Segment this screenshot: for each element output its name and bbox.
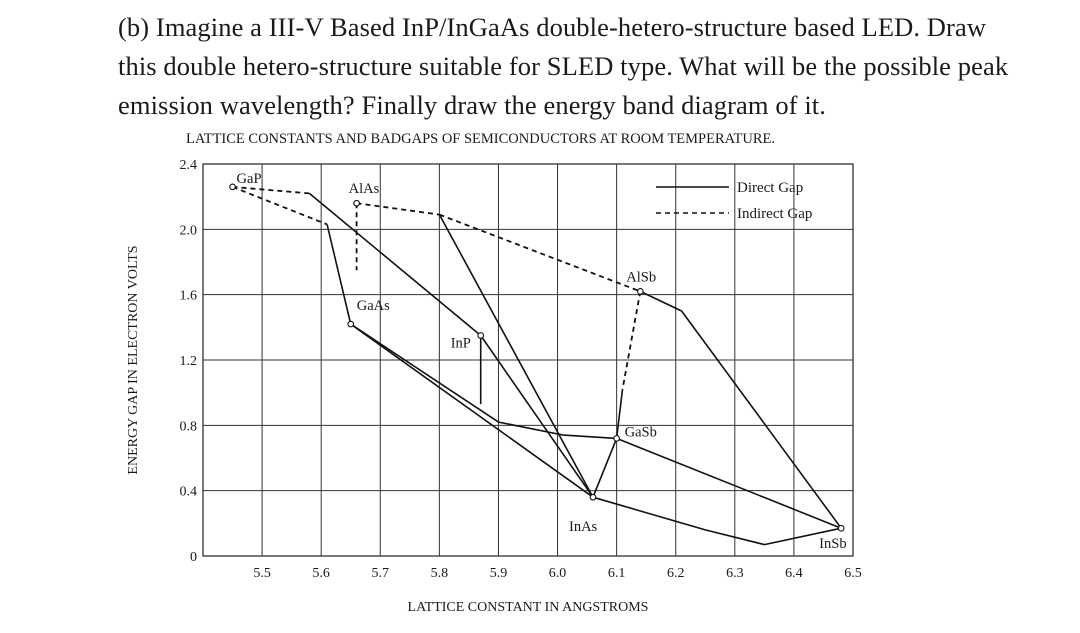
point-label-gap: GaP <box>237 171 262 187</box>
y-tick-label: 2.4 <box>180 158 198 173</box>
points: GaP AlAs GaAs InP AlSb GaSb InAs InSb <box>229 171 847 552</box>
y-axis-label: ENERGY GAP IN ELECTRON VOLTS <box>126 245 141 474</box>
x-tick-label: 6.4 <box>785 566 803 581</box>
indirect-gap-line <box>621 291 642 390</box>
indirect-gap-line <box>232 186 310 195</box>
x-tick-label: 6.5 <box>844 566 862 581</box>
x-tick-label: 6.2 <box>667 566 685 581</box>
direct-gap-line <box>616 437 842 529</box>
y-tick-label: 1.2 <box>180 354 198 369</box>
legend: Direct Gap Indirect Gap <box>656 180 812 222</box>
x-tick-label: 5.5 <box>253 566 271 581</box>
point-inp <box>477 332 485 339</box>
axes: 5.5 5.6 5.7 5.8 5.9 6.0 6.1 6.2 6.3 6.4 6.5 0 0.4 0.8… <box>180 158 862 581</box>
point-label-gasb: GaSb <box>625 424 657 440</box>
point-inas <box>589 493 597 501</box>
direct-gap-line <box>680 310 842 529</box>
point-label-alsb: AlSb <box>626 269 656 285</box>
indirect-gap-line <box>356 202 440 216</box>
series <box>232 186 842 546</box>
point-alas <box>353 199 360 207</box>
direct-gap-line <box>308 192 482 337</box>
point-gasb <box>613 435 620 442</box>
legend-label: Direct Gap <box>737 180 803 196</box>
question-line-3: emission wavelength? Finally draw the en… <box>118 90 826 120</box>
direct-gap-line <box>350 323 594 498</box>
point-alsb <box>636 288 644 295</box>
direct-gap-line <box>480 335 594 498</box>
question-text: (b) Imagine a III-V Based InP/InGaAs dou… <box>118 8 1068 125</box>
x-tick-label: 5.9 <box>490 566 508 581</box>
plot-frame <box>202 163 854 557</box>
point-gaas <box>347 320 355 328</box>
x-axis-label: LATTICE CONSTANT IN ANGSTROMS <box>408 600 649 615</box>
y-tick-label: 0 <box>190 550 197 565</box>
point-label-inas: InAs <box>569 519 598 535</box>
direct-gap-line <box>592 438 618 498</box>
grid <box>203 164 853 556</box>
question-line-2: this double hetero-structure suitable fo… <box>118 51 1009 81</box>
x-tick-label: 5.6 <box>312 566 330 581</box>
x-tick-label: 6.1 <box>608 566 626 581</box>
y-tick-label: 1.6 <box>180 289 198 304</box>
point-label-alas: AlAs <box>349 181 380 197</box>
point-label-gaas: GaAs <box>357 298 390 314</box>
point-label-inp: InP <box>451 336 471 352</box>
direct-gap-line <box>615 389 624 439</box>
direct-gap-line <box>326 224 352 325</box>
direct-gap-line <box>639 290 682 312</box>
x-tick-label: 5.8 <box>431 566 449 581</box>
point-insb <box>837 524 845 532</box>
x-tick-label: 6.3 <box>726 566 744 581</box>
indirect-gap-line <box>439 213 641 293</box>
direct-gap-line <box>350 323 617 440</box>
y-tick-label: 0.8 <box>180 419 198 434</box>
x-tick-label: 6.0 <box>549 566 567 581</box>
y-tick-label: 0.4 <box>180 485 198 500</box>
direct-gap-line <box>592 496 842 546</box>
x-tick-label: 5.7 <box>372 566 390 581</box>
direct-gap-line <box>438 214 594 498</box>
point-label-insb: InSb <box>819 536 846 552</box>
question-line-1: (b) Imagine a III-V Based InP/InGaAs dou… <box>118 12 987 42</box>
point-gap <box>229 183 236 191</box>
y-tick-label: 2.0 <box>180 223 198 238</box>
legend-label: Indirect Gap <box>737 206 812 222</box>
chart-title: LATTICE CONSTANTS AND BADGAPS OF SEMICON… <box>186 131 775 147</box>
indirect-gap-line <box>232 186 328 226</box>
